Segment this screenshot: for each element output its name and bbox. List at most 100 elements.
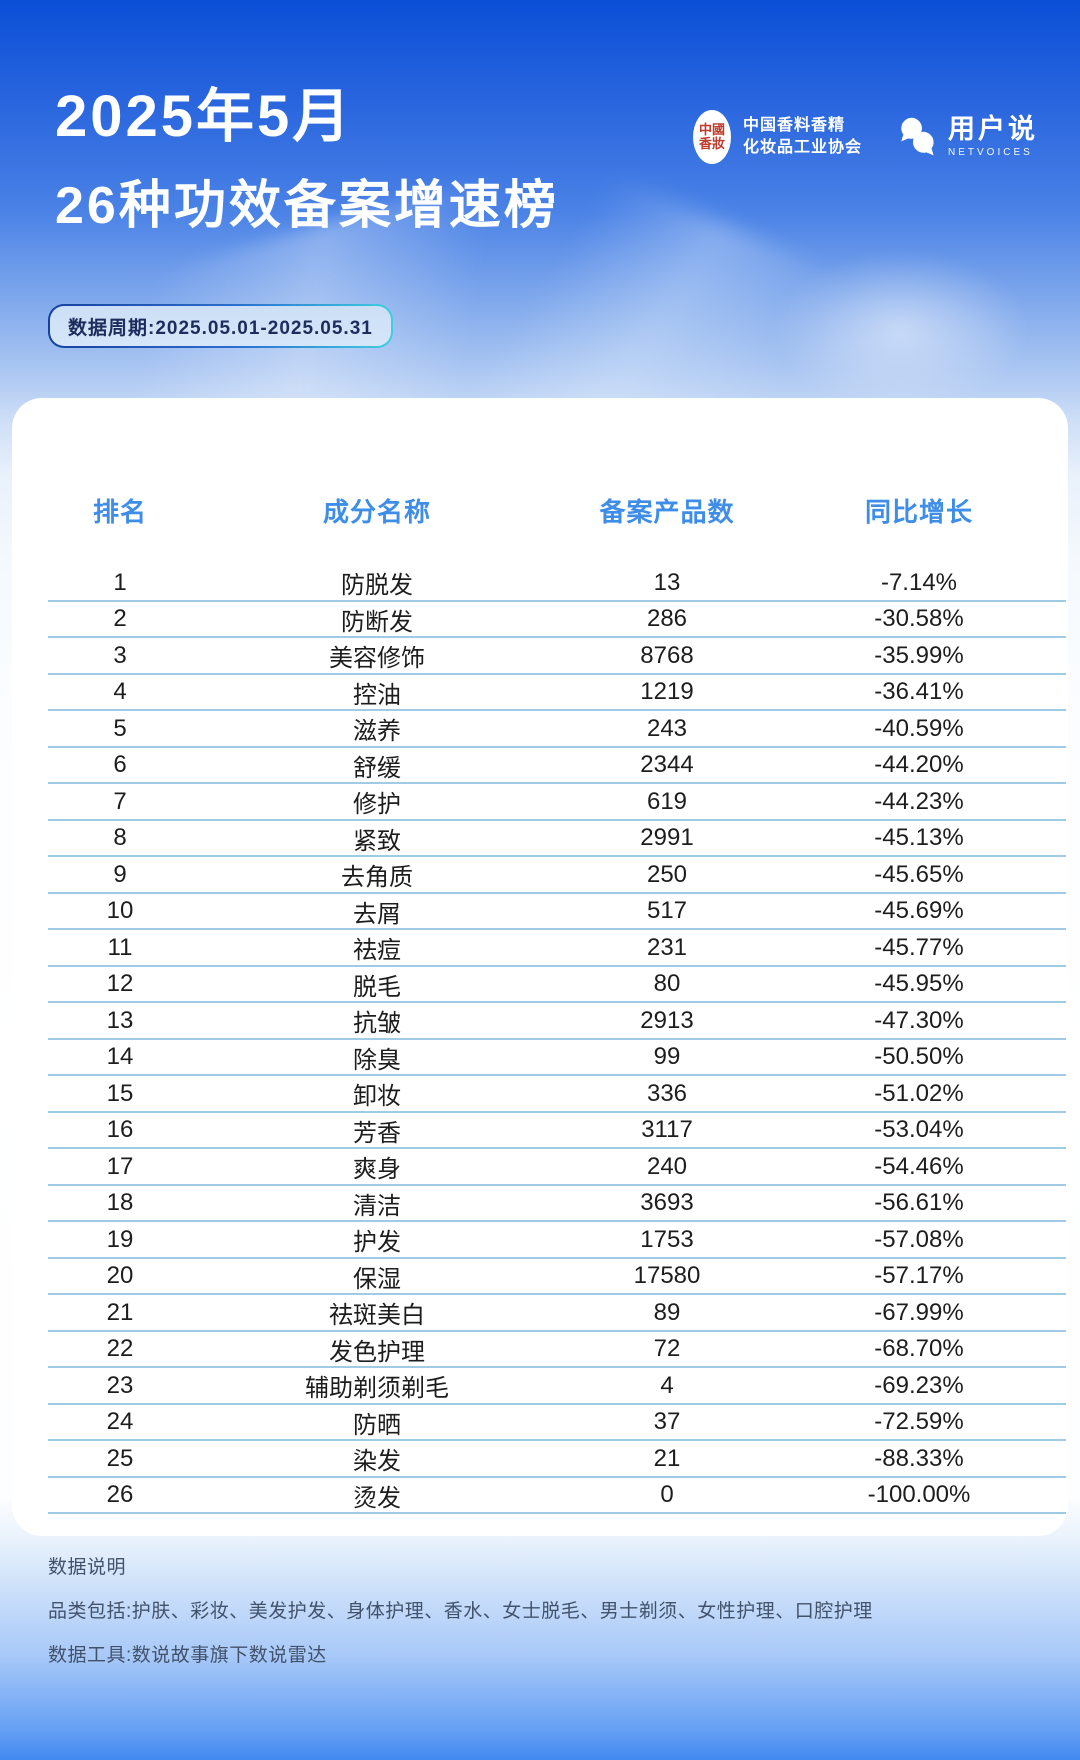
cell-rank: 15 xyxy=(106,1079,134,1107)
cell-count: 250 xyxy=(646,860,688,888)
cell-rank: 25 xyxy=(106,1444,134,1472)
ranking-table-card: 排名 成分名称 备案产品数 同比增长 1 防脱发 13 -7.14% 2 防断发 286 -30.5… xyxy=(12,398,1068,1536)
cell-name: 滋养 xyxy=(353,718,401,745)
cell-growth: -69.23% xyxy=(874,1371,964,1399)
column-header-rank: 排名 xyxy=(92,496,147,527)
table-row: 9 去角质 250 -45.65% xyxy=(48,857,1066,894)
cell-growth: -57.08% xyxy=(874,1225,964,1253)
table-row: 4 控油 1219 -36.41% xyxy=(48,675,1066,711)
cell-growth: -36.41% xyxy=(874,678,964,705)
cell-name: 清洁 xyxy=(353,1192,401,1220)
cell-rank: 11 xyxy=(107,933,133,961)
table-row: 25 染发 21 -88.33% xyxy=(48,1441,1066,1478)
cell-rank: 24 xyxy=(106,1408,134,1435)
ranking-table: 排名 成分名称 备案产品数 同比增长 1 防脱发 13 -7.14% 2 防断发 286 -30.5… xyxy=(48,490,1066,1514)
cell-count: 99 xyxy=(653,1043,681,1070)
cell-count: 0 xyxy=(660,1481,674,1508)
cell-name: 去角质 xyxy=(341,864,413,891)
cell-growth: -45.65% xyxy=(874,860,964,888)
netvoices-logo: 用户说 NETVOICES xyxy=(896,116,1038,158)
cell-name: 卸妆 xyxy=(353,1083,401,1110)
cell-count: 619 xyxy=(646,787,688,815)
cell-name: 除臭 xyxy=(353,1046,401,1074)
cell-name: 防脱发 xyxy=(341,572,413,599)
cell-rank: 4 xyxy=(113,678,127,705)
cell-growth: -45.69% xyxy=(874,897,964,924)
notes-categories: 品类包括:护肤、彩妆、美发护发、身体护理、香水、女士脱毛、男士剃须、女性护理、口… xyxy=(48,1601,873,1622)
cell-growth: -57.17% xyxy=(874,1262,964,1289)
table-row: 18 清洁 3693 -56.61% xyxy=(48,1186,1066,1222)
cell-rank: 16 xyxy=(106,1116,134,1143)
cell-rank: 14 xyxy=(106,1043,134,1070)
decorative-highlight xyxy=(770,250,1030,410)
cell-count: 1753 xyxy=(640,1225,694,1253)
data-period-text: 数据周期:2025.05.01-2025.05.31 xyxy=(68,317,373,339)
cell-rank: 6 xyxy=(113,751,127,778)
cell-count: 231 xyxy=(646,933,688,961)
logo-area: 中國 香妝 中国香料香精 化妆品工业协会 用户说 NETVOICES xyxy=(692,110,1038,164)
title-subject: 26种功效备案增速榜 xyxy=(55,177,559,235)
table-row: 2 防断发 286 -30.58% xyxy=(48,602,1066,638)
cell-name: 控油 xyxy=(353,681,401,709)
cell-growth: -56.61% xyxy=(874,1189,964,1216)
table-row: 6 舒缓 2344 -44.20% xyxy=(48,748,1066,784)
cell-name: 芳香 xyxy=(353,1119,401,1147)
cell-growth: -67.99% xyxy=(874,1298,964,1326)
cell-count: 17580 xyxy=(633,1262,701,1289)
cell-growth: -44.20% xyxy=(874,751,964,778)
cell-name: 抗皱 xyxy=(353,1010,401,1037)
cell-count: 3117 xyxy=(641,1116,693,1143)
cell-rank: 12 xyxy=(106,970,134,997)
table-row: 20 保湿 17580 -57.17% xyxy=(48,1259,1066,1295)
cell-name: 去屑 xyxy=(353,900,401,928)
table-body: 1 防脱发 13 -7.14% 2 防断发 286 -30.58% 3 美容修饰 8768 -35.9… xyxy=(48,565,1066,1514)
cell-name: 祛斑美白 xyxy=(329,1302,425,1329)
cell-name: 紧致 xyxy=(353,827,401,855)
table-row: 5 滋养 243 -40.59% xyxy=(48,711,1066,748)
cell-name: 祛痘 xyxy=(353,937,401,964)
cell-rank: 21 xyxy=(106,1298,134,1326)
cell-count: 80 xyxy=(653,970,681,997)
cell-growth: -44.23% xyxy=(874,787,964,815)
cell-name: 脱毛 xyxy=(353,973,401,1001)
cell-rank: 10 xyxy=(106,897,134,924)
table-row: 1 防脱发 13 -7.14% xyxy=(48,565,1066,602)
cell-name: 防晒 xyxy=(353,1411,401,1439)
cell-name: 辅助剃须剃毛 xyxy=(305,1375,449,1402)
table-row: 24 防晒 37 -72.59% xyxy=(48,1405,1066,1441)
cell-count: 13 xyxy=(653,568,681,596)
cell-rank: 5 xyxy=(113,714,127,742)
cell-count: 286 xyxy=(646,605,688,632)
table-row: 16 芳香 3117 -53.04% xyxy=(48,1113,1066,1149)
data-notes: 数据说明 品类包括:护肤、彩妆、美发护发、身体护理、香水、女士脱毛、男士剃须、女… xyxy=(48,1552,873,1667)
association-name: 中国香料香精 化妆品工业协会 xyxy=(742,117,862,156)
table-row: 26 烫发 0 -100.00% xyxy=(48,1478,1066,1514)
cell-count: 2344 xyxy=(640,751,694,778)
association-seal-icon: 中國 香妝 xyxy=(692,110,731,164)
page-title: 2025年5月 26种功效备案增速榜 xyxy=(55,84,559,235)
cell-count: 2991 xyxy=(640,824,694,851)
cell-count: 243 xyxy=(646,714,688,742)
cell-rank: 2 xyxy=(113,605,127,632)
cell-rank: 1 xyxy=(113,568,127,596)
cell-rank: 20 xyxy=(106,1262,134,1289)
cell-count: 37 xyxy=(653,1408,681,1435)
cell-growth: -45.95% xyxy=(874,970,964,997)
table-row: 22 发色护理 72 -68.70% xyxy=(48,1332,1066,1368)
cell-name: 舒缓 xyxy=(353,754,401,782)
cell-growth: -30.58% xyxy=(874,605,964,632)
table-row: 21 祛斑美白 89 -67.99% xyxy=(48,1295,1066,1332)
cell-growth: -45.77% xyxy=(874,933,964,961)
netvoices-subtitle: NETVOICES xyxy=(948,147,1033,158)
cell-growth: -7.14% xyxy=(880,568,958,596)
title-month: 2025年5月 xyxy=(55,84,354,149)
table-row: 23 辅助剃须剃毛 4 -69.23% xyxy=(48,1368,1066,1405)
cell-rank: 18 xyxy=(106,1189,134,1216)
table-row: 12 脱毛 80 -45.95% xyxy=(48,967,1066,1003)
cell-count: 1219 xyxy=(640,678,694,705)
cell-rank: 9 xyxy=(113,860,127,888)
table-row: 19 护发 1753 -57.08% xyxy=(48,1222,1066,1259)
cell-growth: -100.00% xyxy=(867,1481,971,1508)
cell-name: 美容修饰 xyxy=(329,645,425,672)
netvoices-bubbles-icon xyxy=(901,117,934,156)
